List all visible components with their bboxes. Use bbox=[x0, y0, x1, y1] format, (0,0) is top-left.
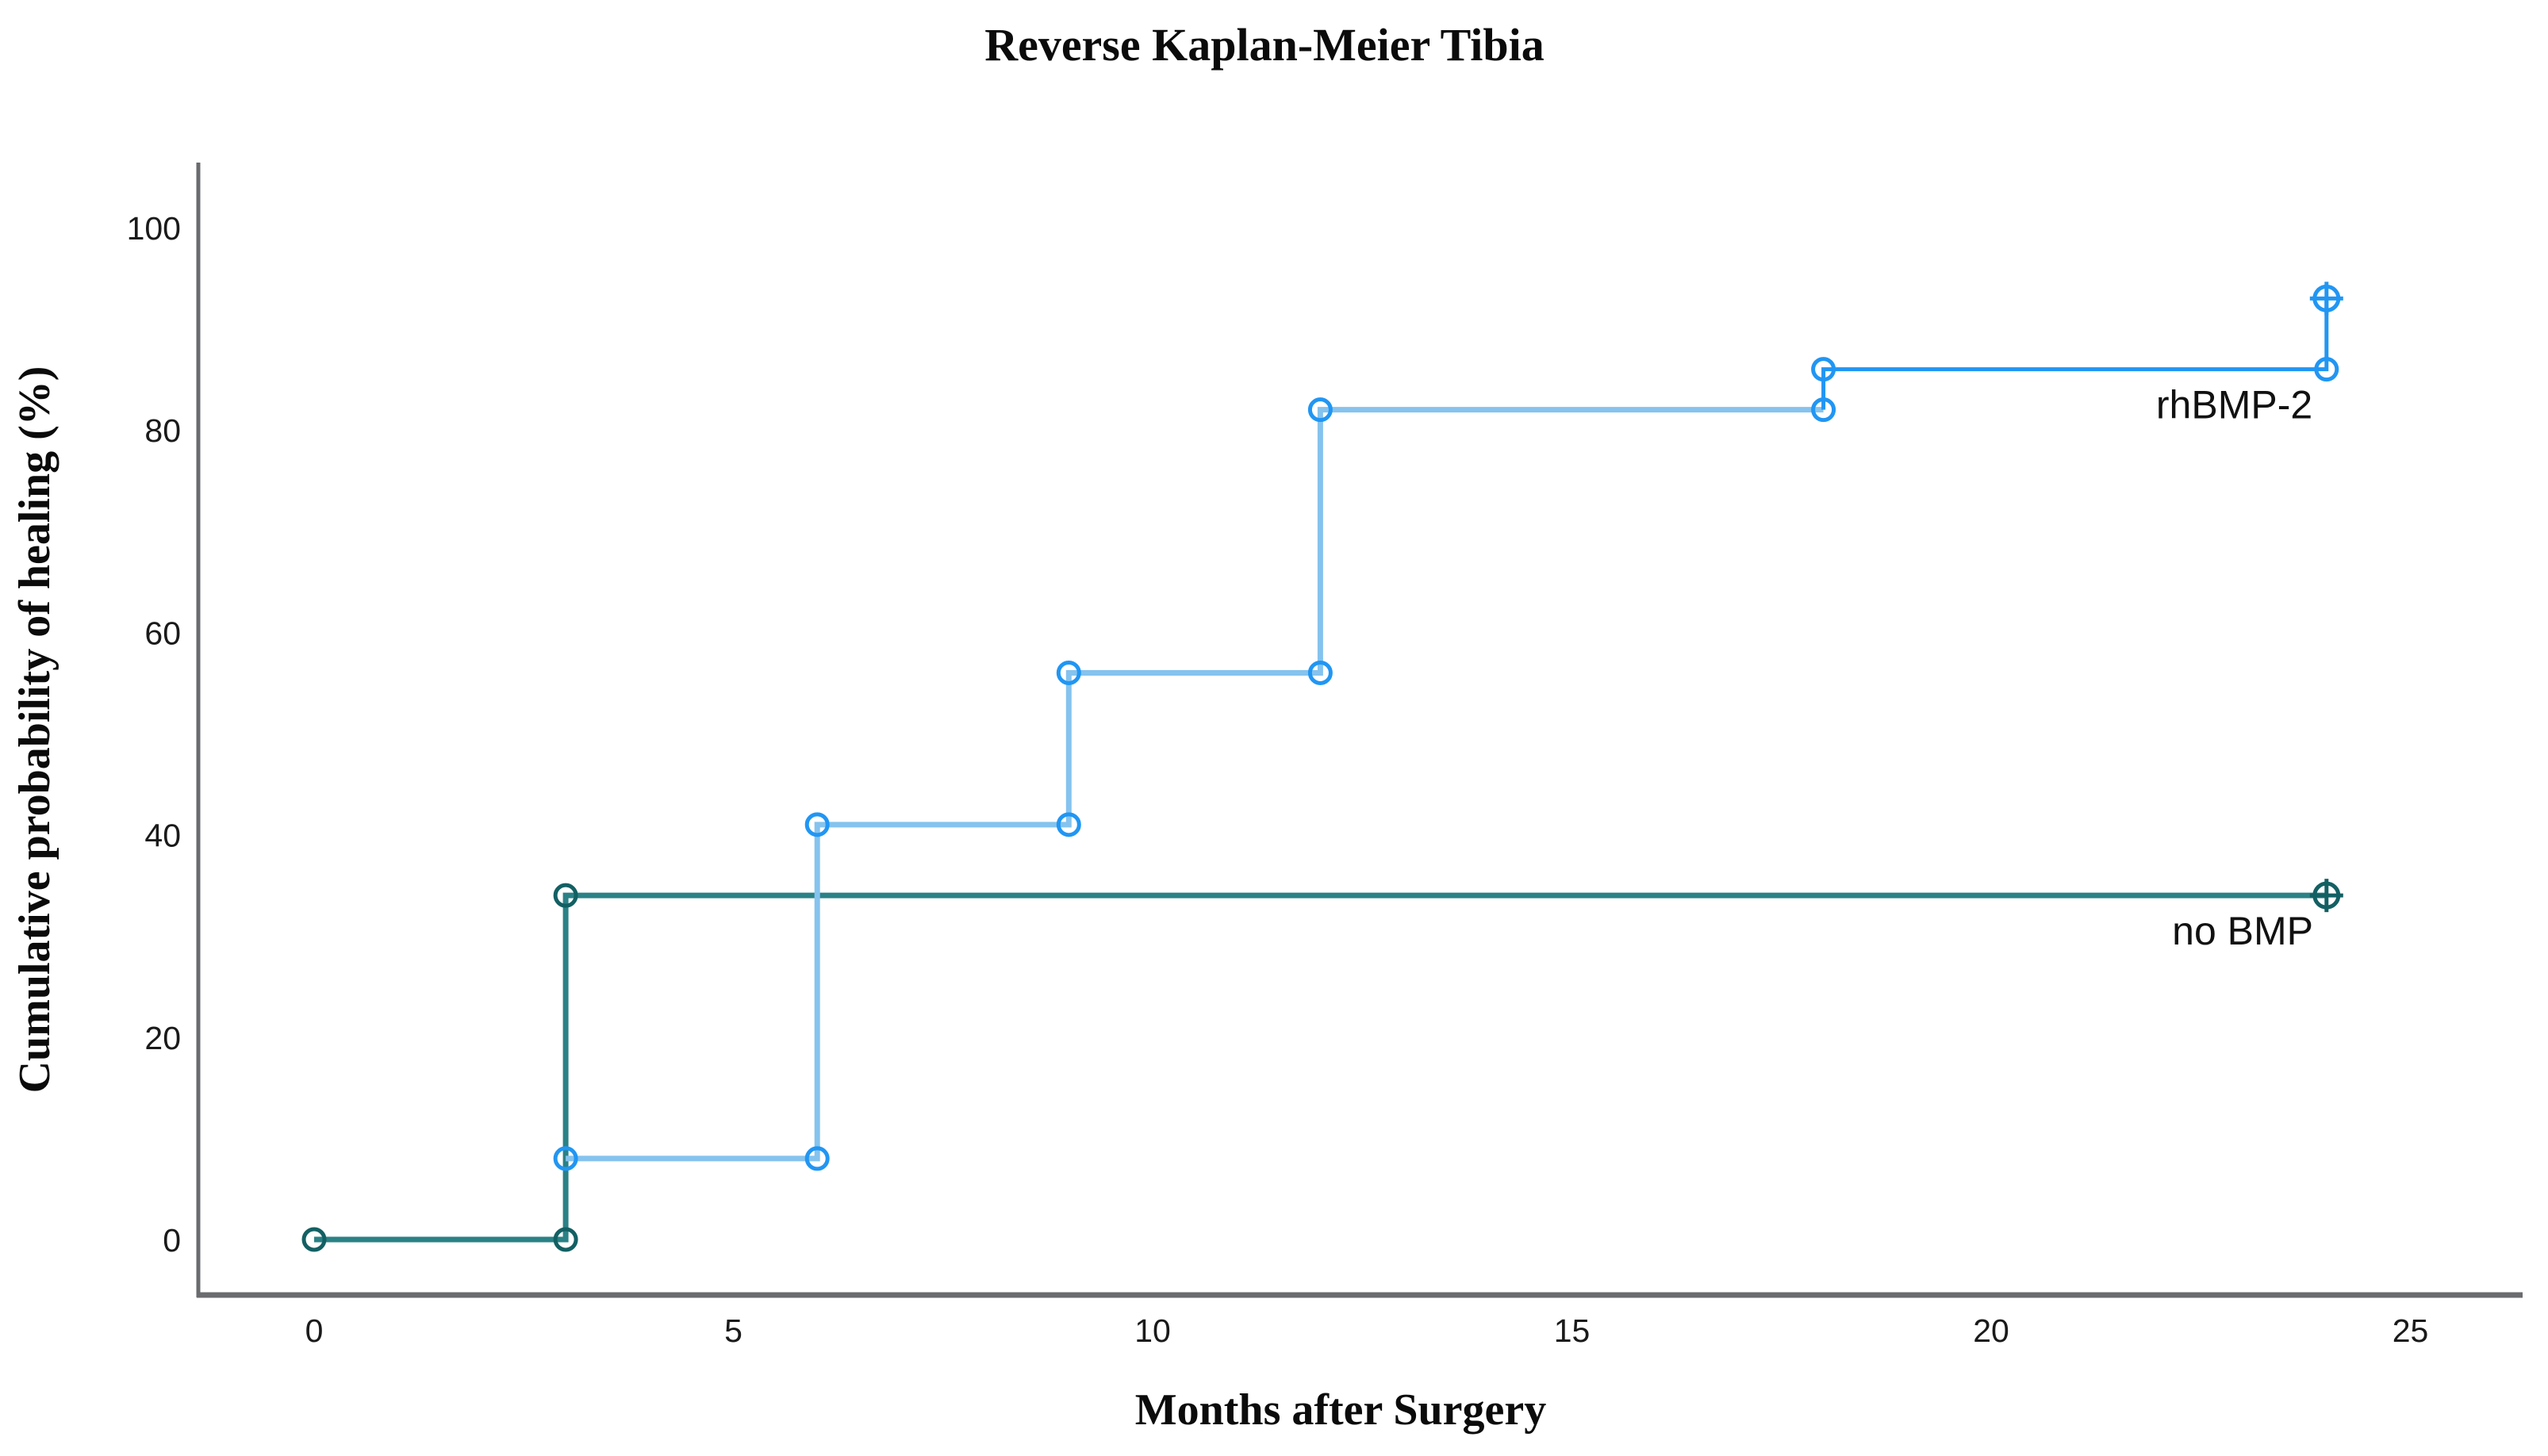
ticks-layer: 0 20 40 60 80 100 0 5 10 15 20 25 bbox=[127, 210, 2429, 1349]
series-label-no-bmp: no BMP bbox=[2172, 909, 2313, 953]
censored-marker-no-bmp bbox=[2309, 879, 2343, 913]
x-tick-label-10: 10 bbox=[1134, 1312, 1171, 1349]
axes-layer bbox=[196, 163, 2523, 1298]
y-axis-label: Cumulative probability of healing (%) bbox=[10, 366, 59, 1094]
censored-marker-rhbmp-2 bbox=[2309, 282, 2343, 316]
y-tick-label-0: 0 bbox=[163, 1222, 181, 1259]
series-layer bbox=[301, 282, 2343, 1252]
event-marker-rhbmp-2 bbox=[2314, 357, 2339, 382]
series-label-rhbmp-2: rhBMP-2 bbox=[2156, 383, 2312, 427]
event-marker-no-bmp bbox=[301, 1227, 327, 1252]
x-tick-label-15: 15 bbox=[1554, 1312, 1591, 1349]
x-tick-label-0: 0 bbox=[305, 1312, 324, 1349]
y-tick-label-60: 60 bbox=[144, 615, 181, 651]
event-marker-rhbmp-2 bbox=[1811, 397, 1836, 423]
event-marker-no-bmp bbox=[553, 1227, 578, 1252]
event-marker-rhbmp-2 bbox=[804, 1146, 830, 1171]
y-tick-label-80: 80 bbox=[144, 412, 181, 449]
event-marker-rhbmp-2 bbox=[1307, 660, 1333, 685]
series-line-no-bmp bbox=[314, 892, 2327, 1243]
series-rhbmp-2 bbox=[553, 282, 2343, 1171]
x-tick-label-5: 5 bbox=[724, 1312, 743, 1349]
y-tick-label-20: 20 bbox=[144, 1020, 181, 1056]
y-tick-label-40: 40 bbox=[144, 818, 181, 854]
event-marker-no-bmp bbox=[553, 883, 578, 908]
event-marker-rhbmp-2 bbox=[1811, 357, 1836, 382]
event-marker-rhbmp-2 bbox=[804, 812, 830, 837]
y-tick-label-100: 100 bbox=[127, 210, 181, 247]
series-line-accent-rhbmp-2 bbox=[1821, 298, 2329, 410]
x-tick-label-20: 20 bbox=[1973, 1312, 2009, 1349]
event-marker-rhbmp-2 bbox=[1056, 812, 1081, 837]
series-line-rhbmp-2 bbox=[566, 407, 1824, 1162]
chart-title: Reverse Kaplan-Meier Tibia bbox=[984, 19, 1545, 71]
event-marker-rhbmp-2 bbox=[553, 1146, 578, 1171]
event-marker-rhbmp-2 bbox=[1056, 660, 1081, 685]
series-labels-layer: no BMP rhBMP-2 bbox=[2156, 383, 2313, 954]
x-tick-label-25: 25 bbox=[2393, 1312, 2429, 1349]
event-marker-rhbmp-2 bbox=[1307, 397, 1333, 423]
series-no-bmp bbox=[301, 879, 2343, 1252]
x-axis-label: Months after Surgery bbox=[1135, 1385, 1546, 1435]
